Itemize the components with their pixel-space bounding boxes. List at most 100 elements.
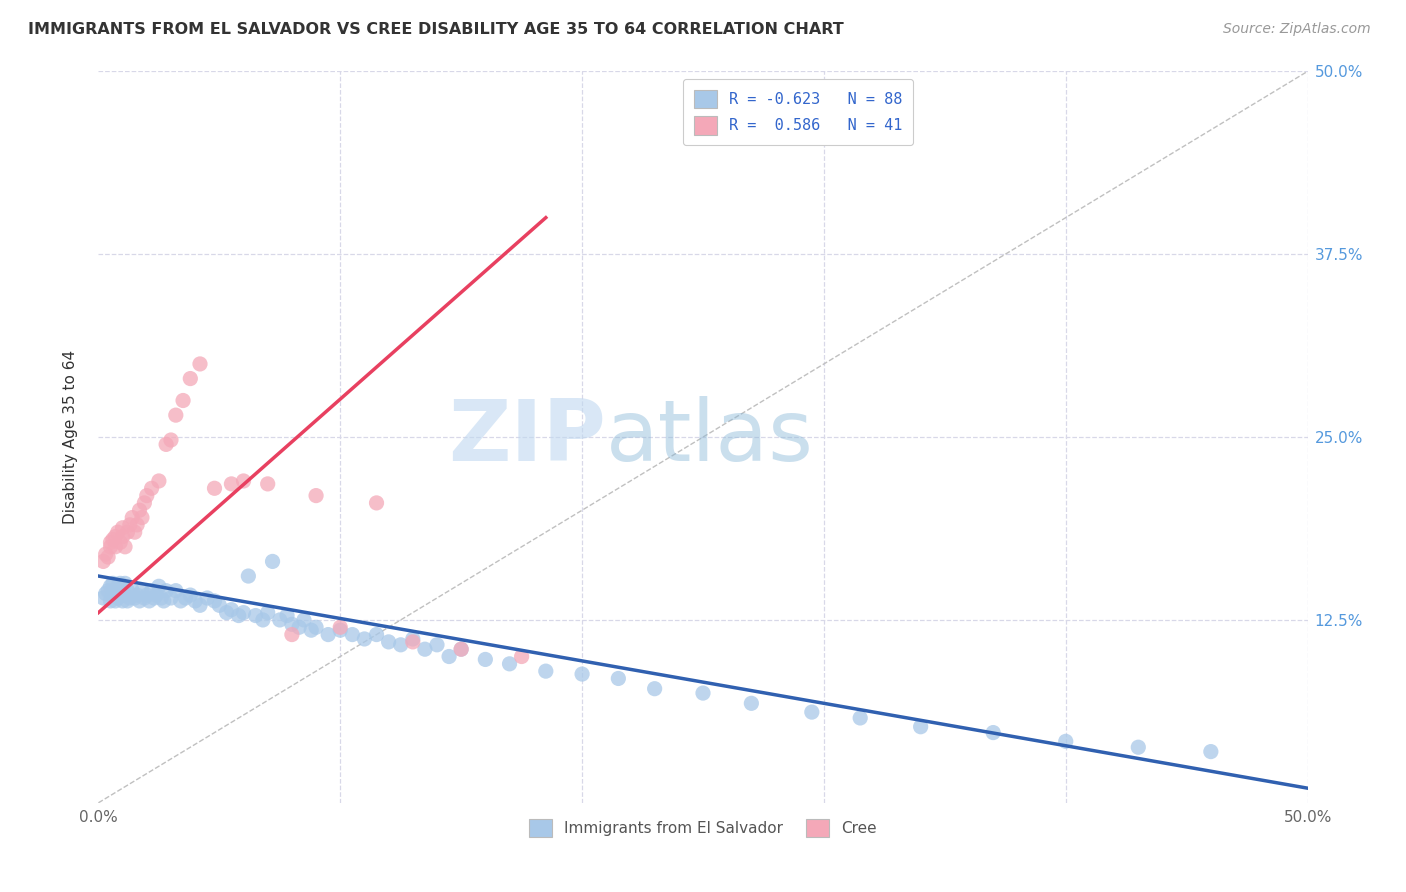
Point bbox=[474, 652, 496, 666]
Point bbox=[117, 583, 139, 598]
Point bbox=[134, 496, 156, 510]
Point bbox=[143, 591, 166, 605]
Point bbox=[174, 591, 197, 605]
Point bbox=[127, 517, 149, 532]
Point bbox=[245, 608, 267, 623]
Point bbox=[107, 525, 129, 540]
Point bbox=[91, 591, 114, 605]
Point bbox=[100, 540, 122, 554]
Point bbox=[288, 620, 311, 634]
Text: atlas: atlas bbox=[606, 395, 814, 479]
Point bbox=[131, 510, 153, 524]
Point bbox=[91, 554, 114, 568]
Point bbox=[215, 606, 238, 620]
Point bbox=[121, 583, 143, 598]
Point bbox=[117, 525, 139, 540]
Point bbox=[256, 476, 278, 491]
Point bbox=[101, 576, 124, 591]
Point bbox=[413, 642, 436, 657]
Point bbox=[172, 393, 194, 408]
Point bbox=[100, 579, 122, 593]
Point bbox=[342, 627, 364, 641]
Point bbox=[128, 594, 150, 608]
Point bbox=[107, 591, 129, 605]
Point bbox=[299, 623, 322, 637]
Point bbox=[152, 594, 174, 608]
Point bbox=[127, 588, 149, 602]
Point bbox=[97, 549, 120, 564]
Point bbox=[232, 474, 254, 488]
Point bbox=[104, 530, 127, 544]
Point bbox=[849, 711, 872, 725]
Point bbox=[155, 583, 177, 598]
Point bbox=[97, 583, 120, 598]
Point bbox=[101, 533, 124, 547]
Point bbox=[269, 613, 291, 627]
Point bbox=[124, 525, 146, 540]
Point bbox=[353, 632, 375, 646]
Point bbox=[329, 623, 352, 637]
Point bbox=[100, 535, 122, 549]
Point bbox=[141, 481, 163, 495]
Point bbox=[104, 594, 127, 608]
Point bbox=[118, 591, 141, 605]
Point bbox=[389, 638, 412, 652]
Point bbox=[179, 588, 201, 602]
Text: ZIP: ZIP bbox=[449, 395, 606, 479]
Point bbox=[305, 489, 328, 503]
Point bbox=[607, 672, 630, 686]
Point bbox=[232, 606, 254, 620]
Point bbox=[292, 613, 315, 627]
Point bbox=[221, 603, 243, 617]
Text: IMMIGRANTS FROM EL SALVADOR VS CREE DISABILITY AGE 35 TO 64 CORRELATION CHART: IMMIGRANTS FROM EL SALVADOR VS CREE DISA… bbox=[28, 22, 844, 37]
Point bbox=[800, 705, 823, 719]
Point bbox=[124, 591, 146, 605]
Point bbox=[188, 357, 211, 371]
Point bbox=[135, 588, 157, 602]
Point bbox=[1054, 734, 1077, 748]
Point bbox=[179, 371, 201, 385]
Point bbox=[121, 510, 143, 524]
Point bbox=[184, 594, 207, 608]
Point bbox=[165, 408, 187, 422]
Point bbox=[510, 649, 533, 664]
Y-axis label: Disability Age 35 to 64: Disability Age 35 to 64 bbox=[63, 350, 77, 524]
Point bbox=[366, 496, 388, 510]
Point bbox=[111, 583, 134, 598]
Point bbox=[104, 583, 127, 598]
Point bbox=[450, 642, 472, 657]
Point bbox=[281, 627, 304, 641]
Point bbox=[571, 667, 593, 681]
Point bbox=[981, 725, 1004, 739]
Point bbox=[145, 588, 167, 602]
Point bbox=[228, 608, 250, 623]
Point bbox=[114, 576, 136, 591]
Point bbox=[111, 530, 134, 544]
Point bbox=[305, 620, 328, 634]
Point bbox=[108, 535, 131, 549]
Point bbox=[100, 594, 122, 608]
Point bbox=[1128, 740, 1150, 755]
Point bbox=[150, 591, 173, 605]
Point bbox=[329, 620, 352, 634]
Point bbox=[692, 686, 714, 700]
Point bbox=[148, 474, 170, 488]
Point bbox=[101, 588, 124, 602]
Text: Source: ZipAtlas.com: Source: ZipAtlas.com bbox=[1223, 22, 1371, 37]
Point bbox=[534, 664, 557, 678]
Point bbox=[160, 591, 183, 605]
Point bbox=[437, 649, 460, 664]
Point bbox=[111, 521, 134, 535]
Point bbox=[131, 583, 153, 598]
Point bbox=[94, 586, 117, 600]
Point bbox=[238, 569, 260, 583]
Point bbox=[141, 583, 163, 598]
Point bbox=[1199, 745, 1222, 759]
Point bbox=[169, 594, 191, 608]
Point bbox=[204, 594, 226, 608]
Point bbox=[155, 437, 177, 451]
Point bbox=[498, 657, 520, 671]
Point bbox=[644, 681, 666, 696]
Point bbox=[402, 635, 425, 649]
Point bbox=[281, 617, 304, 632]
